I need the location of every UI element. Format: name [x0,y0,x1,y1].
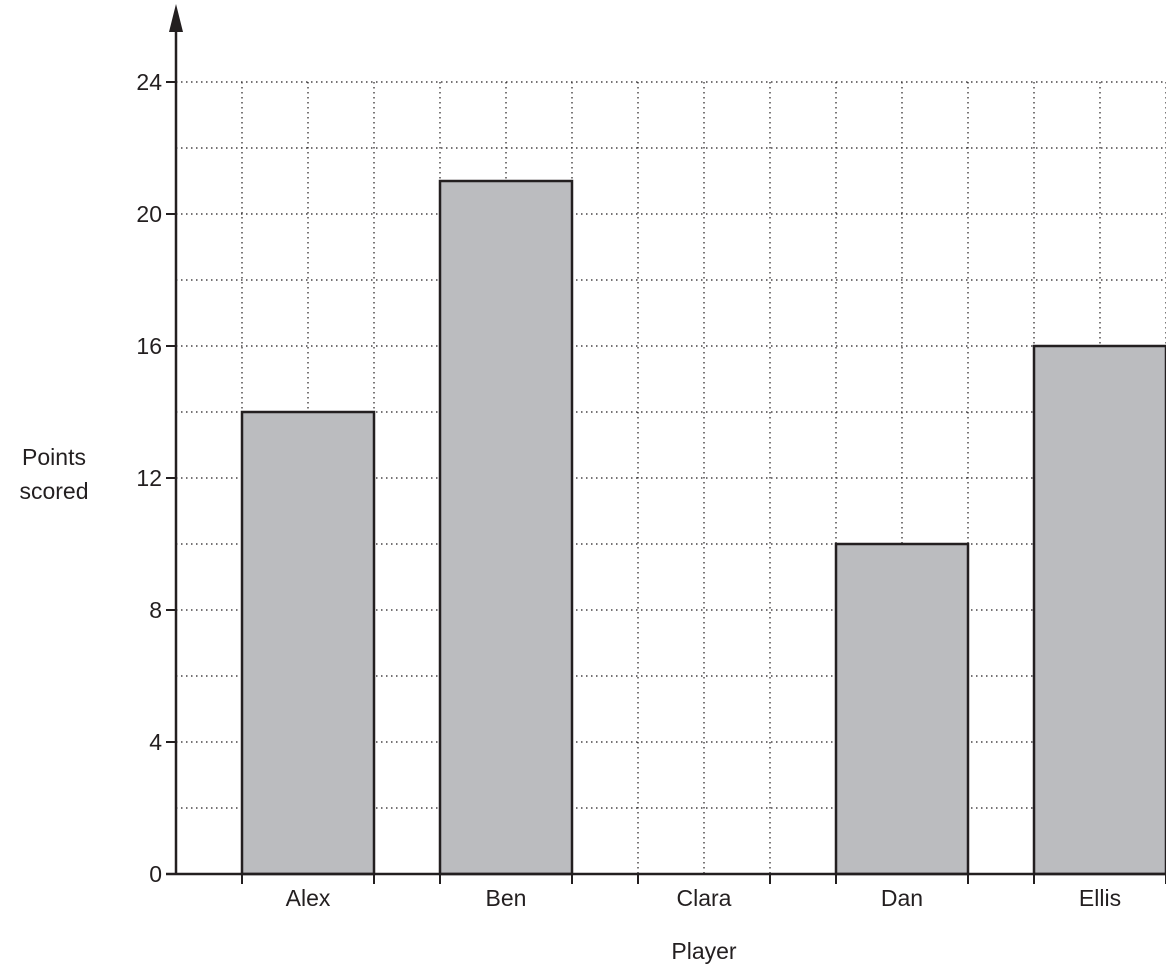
x-axis-ticks: Alex Ben Clara Dan Ellis [241,874,1166,911]
y-tick-label: 16 [136,333,162,359]
y-axis-label-line-2: scored [19,478,89,504]
x-tick-label-ellis: Ellis [1079,885,1121,911]
bar-alex [240,410,376,876]
x-tick-label-ben: Ben [486,885,527,911]
y-axis-label-line-1: Points [22,444,86,470]
bar-ben [438,179,574,876]
x-tick-label-dan: Dan [881,885,923,911]
y-tick-label: 12 [136,465,162,491]
y-tick-label: 0 [149,861,162,887]
bar-ellis [1032,344,1166,876]
y-axis-label: Points scored [0,440,108,508]
y-tick-label: 8 [149,597,162,623]
y-tick-label: 4 [149,729,162,755]
y-axis-ticks: 0 4 8 12 16 20 24 [136,69,176,887]
chart-axes [166,4,1166,876]
y-tick-label: 20 [136,201,162,227]
x-tick-label-alex: Alex [286,885,331,911]
x-axis-label: Player [671,938,737,964]
chart-bars [240,179,1166,876]
x-tick-label-clara: Clara [677,885,732,911]
y-axis-arrow [169,4,183,32]
y-tick-label: 24 [136,69,162,95]
bar-dan [834,542,970,876]
